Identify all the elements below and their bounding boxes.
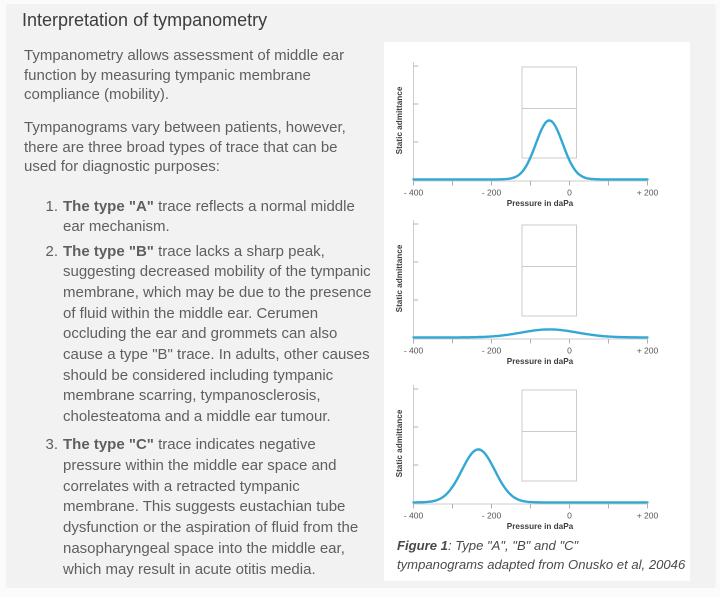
svg-text:Static admittance: Static admittance	[395, 409, 404, 477]
svg-text:Static admittance: Static admittance	[395, 244, 404, 312]
svg-text:+ 200: + 200	[637, 345, 659, 355]
svg-text:Pressure in daPa: Pressure in daPa	[507, 522, 574, 531]
svg-text:Static admittance: Static admittance	[395, 86, 404, 154]
svg-text:+ 200: + 200	[637, 510, 659, 520]
svg-text:- 200: - 200	[482, 345, 502, 355]
svg-text:0: 0	[567, 345, 572, 355]
svg-text:- 400: - 400	[404, 510, 424, 520]
svg-text:+ 200: + 200	[637, 187, 659, 197]
svg-text:Pressure in daPa: Pressure in daPa	[507, 357, 574, 366]
svg-text:Pressure in daPa: Pressure in daPa	[507, 199, 574, 208]
svg-text:- 400: - 400	[404, 345, 424, 355]
svg-text:- 400: - 400	[404, 187, 424, 197]
svg-text:- 200: - 200	[482, 187, 502, 197]
svg-text:0: 0	[567, 187, 572, 197]
svg-text:0: 0	[567, 510, 572, 520]
svg-text:- 200: - 200	[482, 510, 502, 520]
